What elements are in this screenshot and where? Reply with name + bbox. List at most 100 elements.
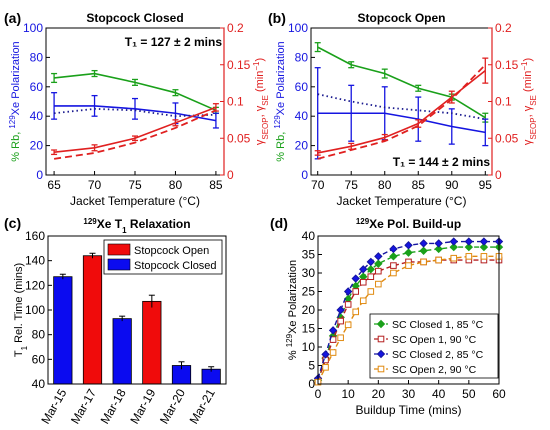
- y-left-tick-label: 100: [23, 21, 43, 35]
- data-point: [434, 244, 443, 254]
- y-left-tick-label: 60: [295, 80, 309, 94]
- legend-box: [369, 313, 499, 379]
- panel-letter: (b): [268, 10, 286, 26]
- data-point: [359, 297, 367, 305]
- y-left-axis-label-part: % Rb,: [275, 129, 287, 162]
- y-axis-label-part: %: [287, 347, 299, 360]
- x-tick-label: Mar-18: [98, 386, 129, 426]
- data-point: [419, 239, 428, 248]
- x-tick-label: 0: [315, 387, 322, 401]
- x-axis-label: Buildup Time (mins): [355, 403, 461, 417]
- data-point: [420, 258, 427, 266]
- legend-swatch: [107, 258, 131, 271]
- data-point: [352, 308, 360, 316]
- data-point: [389, 252, 398, 261]
- y-right-axis-label-part: γ: [522, 139, 534, 145]
- x-tick-label: Mar-15: [38, 386, 69, 426]
- y-tick-label: 15: [302, 322, 316, 336]
- data-point: [359, 265, 368, 274]
- data-point: [449, 242, 458, 252]
- y-right-axis-label-part: SE: [529, 95, 538, 106]
- x-tick-label: 30: [402, 387, 416, 401]
- data-point: [374, 259, 383, 268]
- y-tick-label: 5: [308, 359, 315, 373]
- bar-Mar-19: [142, 300, 162, 385]
- data-point: [322, 364, 329, 371]
- chart-title-part: 129: [83, 217, 97, 226]
- annotation-t1: T₁ = 127 ± 2 mins: [125, 35, 223, 49]
- data-point: [389, 244, 398, 254]
- x-tick-label: 70: [88, 178, 102, 192]
- data-point: [376, 319, 386, 329]
- x-axis-label: Jacket Temperature (°C): [70, 194, 200, 208]
- y-right-tick-label: 0.2: [227, 21, 244, 35]
- x-tick-label: 85: [209, 178, 223, 192]
- y-right-axis-label-part: −1: [252, 61, 261, 71]
- data-point: [449, 237, 458, 246]
- data-point: [465, 253, 473, 260]
- y-right-tick-label: 0: [495, 168, 502, 182]
- series-b-4-line: [317, 64, 486, 160]
- data-point: [377, 365, 385, 373]
- panel-b: 70 75 80 85 90 9502040608010000.050.10.150.2S…: [268, 10, 538, 208]
- y-tick-label: 80: [32, 328, 46, 342]
- y-tick-label: 40: [302, 229, 316, 243]
- y-tick-label: 160: [25, 229, 45, 243]
- y-tick-label: 120: [25, 278, 45, 292]
- chart-title: Stopcock Closed: [86, 11, 183, 25]
- y-left-axis-label-part: 129: [273, 115, 282, 129]
- y-left-axis-label: % Rb, 129Xe Polarization: [8, 41, 23, 161]
- panel-letter: (d): [270, 215, 288, 231]
- data-point: [404, 241, 413, 250]
- x-tick-label: 10: [341, 387, 355, 401]
- y-tick-label: 100: [25, 303, 45, 317]
- y-right-tick-label: 0.1: [495, 95, 512, 109]
- y-right-axis-label: γSEOP, γSE (min−1): [252, 58, 270, 145]
- data-point: [337, 317, 344, 325]
- y-axis-label-part: 1: [20, 345, 29, 350]
- x-tick-label: 20: [372, 387, 386, 401]
- y-right-axis-label-part: ): [522, 58, 534, 62]
- data-point: [480, 253, 488, 260]
- chart-title-part: Xe Pol. Build-up: [369, 217, 461, 231]
- annotation-t1: T₁ = 144 ± 2 mins: [393, 155, 491, 169]
- x-tick-label: 95: [479, 178, 493, 192]
- y-axis-label-part: 129: [285, 333, 294, 347]
- y-left-tick-label: 20: [295, 139, 309, 153]
- data-point: [374, 252, 383, 261]
- y-right-axis-label-part: (min: [522, 71, 534, 95]
- y-right-axis-label-part: −1: [520, 61, 529, 71]
- y-axis-label: % 129Xe Polarization: [285, 260, 300, 360]
- series-a-4-line: [53, 109, 217, 160]
- legend-swatch: [107, 243, 131, 256]
- series-b-0-line: [317, 46, 486, 119]
- y-left-tick-label: 80: [295, 50, 309, 64]
- data-point: [435, 256, 442, 264]
- y-right-tick-label: 0.05: [227, 131, 251, 145]
- data-point: [351, 274, 360, 283]
- y-right-tick-label: 0.15: [495, 58, 519, 72]
- data-point: [352, 288, 360, 295]
- y-axis-label-part: Xe Polarization: [287, 260, 299, 334]
- y-tick-label: 25: [302, 285, 316, 299]
- y-tick-label: 30: [302, 266, 316, 280]
- y-left-axis-label-part: Xe Polarization: [275, 41, 287, 115]
- legend-label: SC Open 2, 90 °C: [392, 364, 477, 376]
- y-left-tick-label: 0: [36, 168, 43, 182]
- y-tick-label: 10: [302, 340, 316, 354]
- x-tick-label: Mar-20: [157, 386, 188, 426]
- y-right-axis-label-part: (min: [254, 71, 266, 95]
- chart-title: 129Xe Pol. Build-up: [356, 217, 461, 232]
- bar-Mar-15: [53, 276, 73, 385]
- x-tick-label: 80: [169, 178, 183, 192]
- x-tick-label: 80: [378, 178, 392, 192]
- panel-letter: (a): [4, 10, 21, 26]
- y-right-axis-label-part: SEOP: [261, 117, 270, 139]
- x-tick-label: 40: [432, 387, 446, 401]
- data-point: [464, 242, 474, 252]
- y-right-axis-label: γSEOP, γSE (min−1): [520, 58, 538, 145]
- legend-label: Stopcock Open: [134, 245, 209, 257]
- y-right-tick-label: 0.1: [227, 95, 244, 109]
- data-point: [390, 262, 397, 269]
